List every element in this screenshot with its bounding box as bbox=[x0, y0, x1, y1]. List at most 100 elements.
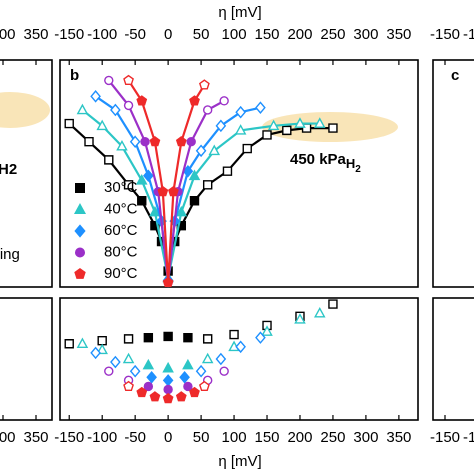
data-point bbox=[183, 381, 193, 392]
data-point bbox=[202, 334, 213, 344]
data-point bbox=[142, 358, 155, 370]
x-tick-label: -50 bbox=[124, 26, 146, 43]
data-point bbox=[294, 313, 306, 324]
panel-lower-frame bbox=[59, 297, 419, 421]
data-point bbox=[182, 358, 194, 370]
data-point bbox=[222, 166, 233, 176]
annotation-subsub: 2 bbox=[355, 164, 361, 175]
legend-marker bbox=[74, 224, 86, 238]
data-point bbox=[175, 391, 187, 402]
x-tick-label: 250 bbox=[320, 26, 345, 43]
data-point bbox=[195, 144, 207, 158]
data-point bbox=[123, 180, 134, 190]
data-point bbox=[110, 355, 121, 369]
data-point bbox=[198, 79, 210, 90]
data-point bbox=[255, 101, 266, 114]
data-point bbox=[84, 137, 94, 147]
data-point bbox=[122, 352, 135, 364]
x-tick-label: 100 bbox=[222, 429, 247, 446]
data-point bbox=[189, 95, 200, 106]
x-tick-label: 350 bbox=[386, 26, 411, 43]
data-point bbox=[90, 346, 101, 360]
legend-marker bbox=[73, 203, 87, 215]
side-text: H2 bbox=[0, 161, 17, 178]
x-tick-label: 300 bbox=[353, 26, 378, 43]
x-tick-label: 200 bbox=[287, 26, 312, 43]
legend-marker bbox=[75, 183, 85, 193]
data-point bbox=[110, 103, 121, 117]
data-point bbox=[163, 384, 173, 395]
annotation: 450 kPaH2 bbox=[290, 151, 361, 175]
data-point bbox=[96, 343, 108, 355]
x-tick-label: 150 bbox=[255, 429, 280, 446]
data-point bbox=[104, 75, 114, 86]
x-tick-label: 50 bbox=[193, 429, 210, 446]
x-tick-label: 300 bbox=[353, 429, 378, 446]
x-tick-label: 150 bbox=[255, 26, 280, 43]
x-tick-label: -100 bbox=[87, 429, 117, 446]
data-point bbox=[162, 361, 174, 373]
data-point bbox=[208, 144, 221, 156]
legend-label: 30°C bbox=[104, 179, 138, 196]
x-tick-label: 100 bbox=[222, 26, 247, 43]
legend-label: 40°C bbox=[104, 200, 138, 217]
x-tick-label: 350 bbox=[386, 429, 411, 446]
data-point bbox=[76, 337, 89, 349]
data-point bbox=[64, 118, 74, 129]
x-tick-label: 250 bbox=[320, 429, 345, 446]
legend-label: 80°C bbox=[104, 243, 138, 260]
data-point bbox=[186, 137, 196, 147]
data-point bbox=[179, 371, 190, 384]
x-tick-label: -150 bbox=[430, 26, 460, 43]
data-point bbox=[143, 169, 154, 183]
data-point bbox=[294, 117, 306, 128]
data-point bbox=[328, 299, 338, 309]
legend-marker bbox=[75, 247, 86, 258]
legend-label: 90°C bbox=[104, 265, 138, 282]
panel-label: b bbox=[70, 67, 79, 84]
data-point bbox=[146, 371, 157, 384]
data-point bbox=[162, 374, 174, 387]
x-tick-label: -50 bbox=[124, 429, 146, 446]
data-point bbox=[202, 105, 213, 115]
data-point bbox=[313, 117, 326, 128]
data-point bbox=[261, 325, 273, 336]
x-tick-label: 200 bbox=[287, 429, 312, 446]
data-point bbox=[90, 90, 101, 103]
x-tick-label: -150 bbox=[430, 429, 460, 446]
data-point bbox=[262, 130, 272, 140]
legend-label: 60°C bbox=[104, 222, 138, 239]
data-point bbox=[129, 364, 141, 378]
data-point bbox=[188, 169, 201, 181]
data-point bbox=[195, 364, 207, 378]
highlight bbox=[0, 92, 50, 128]
x-tick-label: 50 bbox=[193, 26, 210, 43]
data-point bbox=[140, 137, 150, 147]
data-point bbox=[137, 196, 147, 206]
data-point bbox=[123, 74, 134, 86]
data-point bbox=[215, 119, 227, 133]
data-point bbox=[255, 331, 266, 344]
x-tick-label: 300 bbox=[0, 26, 16, 43]
data-point bbox=[219, 96, 229, 106]
data-point bbox=[116, 140, 128, 151]
data-point bbox=[97, 336, 107, 346]
side-text: fitting bbox=[0, 246, 20, 263]
data-point bbox=[143, 381, 154, 392]
data-point bbox=[123, 380, 134, 392]
x-tick-label: -100 bbox=[463, 26, 474, 43]
left-panel-frame bbox=[0, 59, 53, 288]
x-axis-title: η [mV] bbox=[218, 4, 261, 21]
data-point bbox=[242, 143, 252, 154]
data-point bbox=[136, 95, 148, 106]
x-tick-label: 300 bbox=[0, 429, 16, 446]
data-point bbox=[64, 339, 74, 349]
right-panel-frame bbox=[432, 59, 474, 288]
x-tick-label: 350 bbox=[23, 429, 48, 446]
data-point bbox=[136, 386, 148, 398]
data-point bbox=[198, 380, 210, 392]
data-point bbox=[162, 392, 174, 404]
data-point bbox=[282, 125, 292, 136]
